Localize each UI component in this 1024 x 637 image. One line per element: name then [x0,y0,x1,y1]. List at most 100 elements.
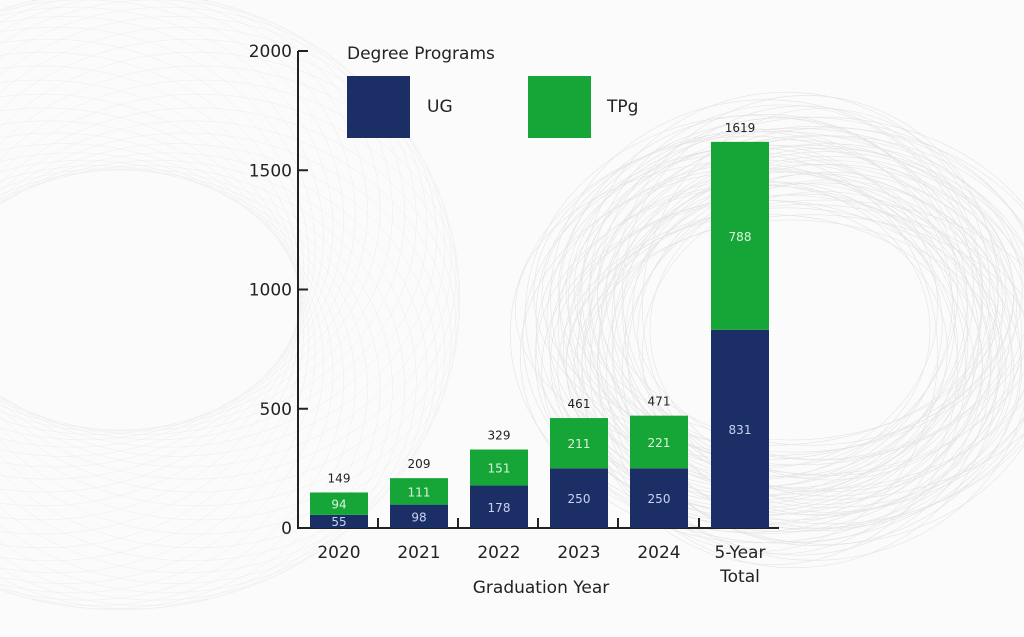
bg-curve [0,165,356,606]
x-category-label: 2020 [317,543,360,563]
bg-curve [0,143,437,584]
bg-curve [0,93,302,535]
bg-curve [589,127,1024,525]
bg-curve [0,38,452,480]
bg-curve [0,38,309,480]
bg-curve [0,0,381,431]
bg-curve [584,199,1024,501]
bg-curve [632,159,1017,461]
y-tick-label: 1500 [249,161,292,181]
bg-curve [573,139,1007,441]
x-category-label: 2022 [477,543,520,563]
bar-segment-tpg [310,492,368,515]
bar-value-label: 221 [648,436,671,450]
bar-total-label: 209 [408,457,431,471]
bg-curve [0,52,305,493]
bg-curve [0,132,316,574]
legend: Degree Programs UG TPg [347,44,638,138]
bar-segment-tpg [630,415,688,469]
bg-curve [0,7,428,448]
bar-value-label: 831 [729,423,752,437]
bg-curve [588,126,1024,475]
bg-curve [0,168,393,610]
bar-total-label: 329 [488,429,511,443]
bg-curve [0,0,344,440]
y-tick-label: 2000 [249,42,292,62]
bg-curve [0,165,405,606]
y-tick-label: 0 [281,519,292,539]
bar-segment-tpg [711,141,769,330]
bg-curve [622,151,1024,476]
bar-total-label: 461 [568,397,591,411]
bg-curve [0,168,368,610]
bg-curve [0,0,356,435]
bar-segment-tpg [390,478,448,505]
bg-curve [0,16,324,457]
bg-curve [0,152,334,593]
bar-segment-ug [390,504,448,528]
bg-curve [0,160,344,601]
x-axis-title: Graduation Year [473,578,610,598]
bar-value-label: 55 [331,515,346,529]
bg-curve [611,156,1024,529]
bg-curve [0,132,445,574]
bg-curve [0,26,316,468]
bar-segment-ug [711,329,769,528]
legend-label-ug: UG [427,97,453,117]
bar-segment-ug [470,485,528,528]
bar-value-label: 250 [568,492,591,506]
bg-curve [0,65,302,507]
x-category-label: 2021 [397,543,440,563]
bar-value-label: 250 [648,492,671,506]
bar-value-label: 211 [568,437,591,451]
bg-curve [0,107,305,548]
bg-curve [0,0,417,440]
bar-value-label: 98 [411,510,426,524]
bg-curve [0,160,417,601]
bg-curve [642,108,1003,505]
bar-value-label: 788 [729,230,752,244]
x-category-label: 2023 [557,543,600,563]
bg-curve [0,7,334,448]
x-category-label: Total [719,567,760,587]
bg-curve [600,135,1024,508]
bg-curve [0,16,437,457]
bg-curve [622,105,983,479]
bg-curve [0,143,324,584]
legend-label-tpg: TPg [606,97,638,117]
axes: 0 500 1000 1500 2000 2020 2021 2022 2023 2024 5-Ye… [249,42,779,587]
y-tick-label: 500 [260,400,292,420]
bar-total-label: 1619 [725,121,756,135]
bar-value-label: 151 [488,462,511,476]
bg-curve [0,26,445,468]
bar-value-label: 178 [488,501,511,515]
x-category-label: 2024 [637,543,680,563]
bg-curve [0,65,460,507]
y-tick-label: 1000 [249,281,292,301]
bg-curve [0,0,368,432]
legend-swatch-ug [347,76,410,138]
bg-curve [0,169,381,611]
bar-total-label: 149 [328,471,351,485]
bg-curve [579,116,1024,490]
bg-curve [541,194,1022,544]
bg-curve [558,116,1024,466]
bar-value-label: 111 [408,485,431,499]
bg-curve [0,52,457,493]
bg-curve [0,152,428,593]
x-category-label: 5-Year [715,543,766,563]
bg-curve [611,143,1024,492]
bar-value-label: 94 [331,498,346,512]
bar-segment-ug [630,468,688,528]
bg-curve [605,145,1015,446]
bg-curve [0,0,405,435]
legend-swatch-tpg [528,76,591,138]
bars: 55 94 149 98 111 209 178 151 329 250 211 461 250 221 4… [310,121,769,529]
bar-total-label: 471 [648,395,671,409]
bg-curve [0,120,309,562]
bar-segment-ug [550,468,608,528]
legend-title: Degree Programs [347,44,495,64]
bar-segment-tpg [470,449,528,486]
bg-curve [565,127,1023,453]
